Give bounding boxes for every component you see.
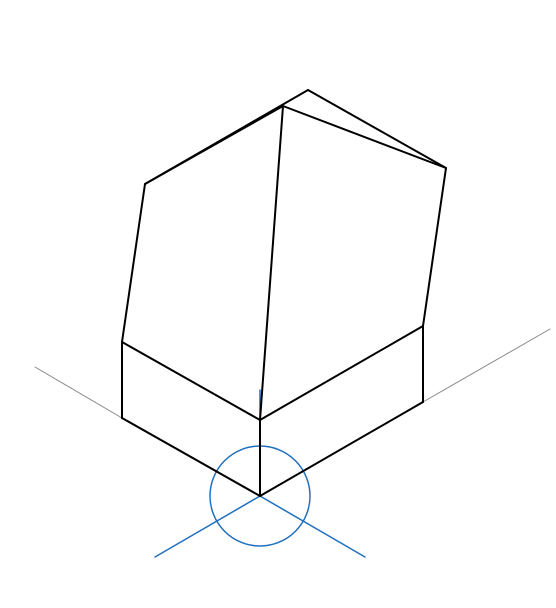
- edge-lowface-top: [122, 342, 260, 420]
- edge-top-back-left: [145, 90, 308, 184]
- edge-slant-front: [260, 106, 283, 420]
- isometric-diagram: [0, 0, 556, 608]
- edge-top-front-right: [283, 106, 446, 168]
- ground-axis-right: [423, 329, 550, 402]
- edge-vert-right-tall: [423, 168, 446, 326]
- edge-bottom-front-left: [122, 418, 260, 496]
- edge-bottom-front-right: [260, 402, 423, 496]
- edge-slant-left: [122, 184, 145, 342]
- origin-right-ray: [260, 496, 365, 557]
- ground-axis-left: [35, 367, 122, 418]
- edge-lowwall-right-top: [260, 326, 423, 420]
- origin-left-ray: [155, 496, 260, 557]
- edge-top-back-right: [308, 90, 446, 168]
